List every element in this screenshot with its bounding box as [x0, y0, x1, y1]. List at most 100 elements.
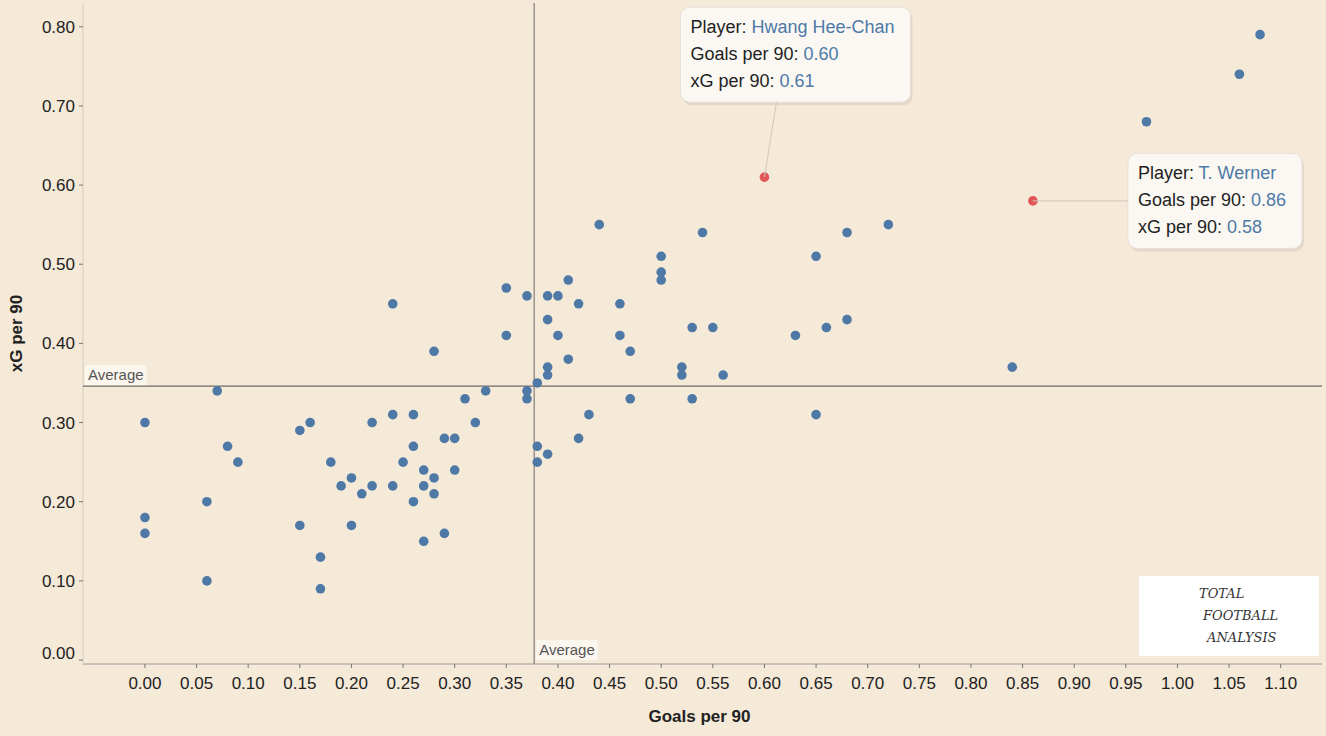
scatter-point [543, 291, 553, 301]
scatter-point [718, 370, 728, 380]
x-tick [1280, 664, 1281, 668]
scatter-point [543, 449, 553, 459]
tooltip-key: xG per 90: [690, 71, 779, 91]
x-tick-label: 0.65 [800, 674, 833, 693]
watermark: TOTAL FOOTBALL ANALYSIS [1199, 586, 1282, 645]
x-tick-label: 1.00 [1161, 674, 1194, 693]
x-tick-label: 0.25 [387, 674, 420, 693]
scatter-point [481, 386, 491, 396]
x-tick [609, 664, 610, 668]
scatter-point [687, 323, 697, 333]
scatter-point [140, 513, 150, 523]
x-tick-label: 0.70 [851, 674, 884, 693]
scatter-point [522, 291, 532, 301]
tooltip-value: 0.58 [1227, 217, 1262, 237]
x-tick-label: 1.10 [1264, 674, 1297, 693]
watermark-part: ANALYSIS [1206, 630, 1277, 645]
tooltip-leader [764, 102, 776, 177]
x-tick-label: 0.45 [593, 674, 626, 693]
x-tick-label: 0.20 [335, 674, 368, 693]
scatter-point [543, 370, 553, 380]
x-axis-line [83, 664, 1322, 665]
x-tick [557, 664, 558, 668]
x-tick [712, 664, 713, 668]
average-label: Average [539, 641, 595, 658]
scatter-point [202, 497, 212, 507]
x-tick [661, 664, 662, 668]
y-tick [79, 422, 83, 423]
scatter-point [687, 394, 697, 404]
scatter-point [419, 481, 429, 491]
scatter-point [388, 481, 398, 491]
watermark-part: TOTAL [1199, 586, 1248, 601]
x-tick-label: 0.40 [541, 674, 574, 693]
y-tick-label: 0.30 [42, 414, 75, 433]
x-tick [454, 664, 455, 668]
tooltip-value: 0.86 [1251, 190, 1286, 210]
scatter-point [295, 426, 305, 436]
x-tick-label: 0.30 [438, 674, 471, 693]
x-tick-label: 0.00 [128, 674, 161, 693]
y-tick [79, 26, 83, 27]
tooltip-key: xG per 90: [1138, 217, 1227, 237]
scatter-point [429, 489, 439, 499]
y-axis-title: xG per 90 [7, 295, 26, 373]
tooltip-value: T. Werner [1199, 163, 1277, 183]
scatter-point [409, 442, 419, 452]
x-tick [1022, 664, 1023, 668]
scatter-point [316, 584, 326, 594]
x-axis-title: Goals per 90 [648, 707, 750, 726]
scatter-point [594, 220, 604, 230]
scatter-point [450, 434, 460, 444]
scatter-point [553, 291, 563, 301]
x-tick [1229, 664, 1230, 668]
plot-marks [83, 3, 1322, 664]
scatter-point [471, 418, 481, 428]
scatter-point [347, 521, 357, 531]
y-tick-label: 0.20 [42, 493, 75, 512]
x-tick [506, 664, 507, 668]
scatter-point [533, 378, 543, 388]
average-line-y [83, 385, 1322, 386]
scatter-point [409, 410, 419, 420]
scatter-point [1007, 362, 1017, 372]
x-tick-label: 1.05 [1213, 674, 1246, 693]
scatter-point [563, 354, 573, 364]
y-tick [79, 105, 83, 106]
tooltip-line: xG per 90: 0.61 [690, 71, 814, 91]
scatter-point [233, 457, 243, 467]
x-tick [196, 664, 197, 668]
scatter-point [842, 315, 852, 325]
scatter-point [419, 536, 429, 546]
scatter-point [811, 252, 821, 262]
scatter-point [295, 521, 305, 531]
scatter-point [698, 228, 708, 238]
x-tick [816, 664, 817, 668]
x-tick [299, 664, 300, 668]
x-tick [1074, 664, 1075, 668]
scatter-point [615, 331, 625, 341]
scatter-point [574, 434, 584, 444]
y-tick [79, 264, 83, 265]
scatter-point [811, 410, 821, 420]
y-tick-label: 0.60 [42, 176, 75, 195]
x-tick [403, 664, 404, 668]
tooltip-line: Player: T. Werner [1138, 163, 1276, 183]
average-label-bg [85, 365, 147, 385]
scatter-point [533, 442, 543, 452]
tooltip-key: Player: [690, 17, 751, 37]
tooltip-line: Goals per 90: 0.60 [690, 44, 838, 64]
background [0, 0, 1326, 736]
x-tick-label: 0.35 [490, 674, 523, 693]
x-tick [970, 664, 971, 668]
x-tick [1177, 664, 1178, 668]
scatter-point [429, 473, 439, 483]
scatter-point [316, 552, 326, 562]
y-tick-label: 0.10 [42, 572, 75, 591]
scatter-point [656, 252, 666, 262]
scatter-point [677, 370, 687, 380]
tooltip-box [680, 7, 910, 102]
x-tick-label: 0.85 [1006, 674, 1039, 693]
scatter-point [615, 299, 625, 309]
scatter-point [708, 323, 718, 333]
